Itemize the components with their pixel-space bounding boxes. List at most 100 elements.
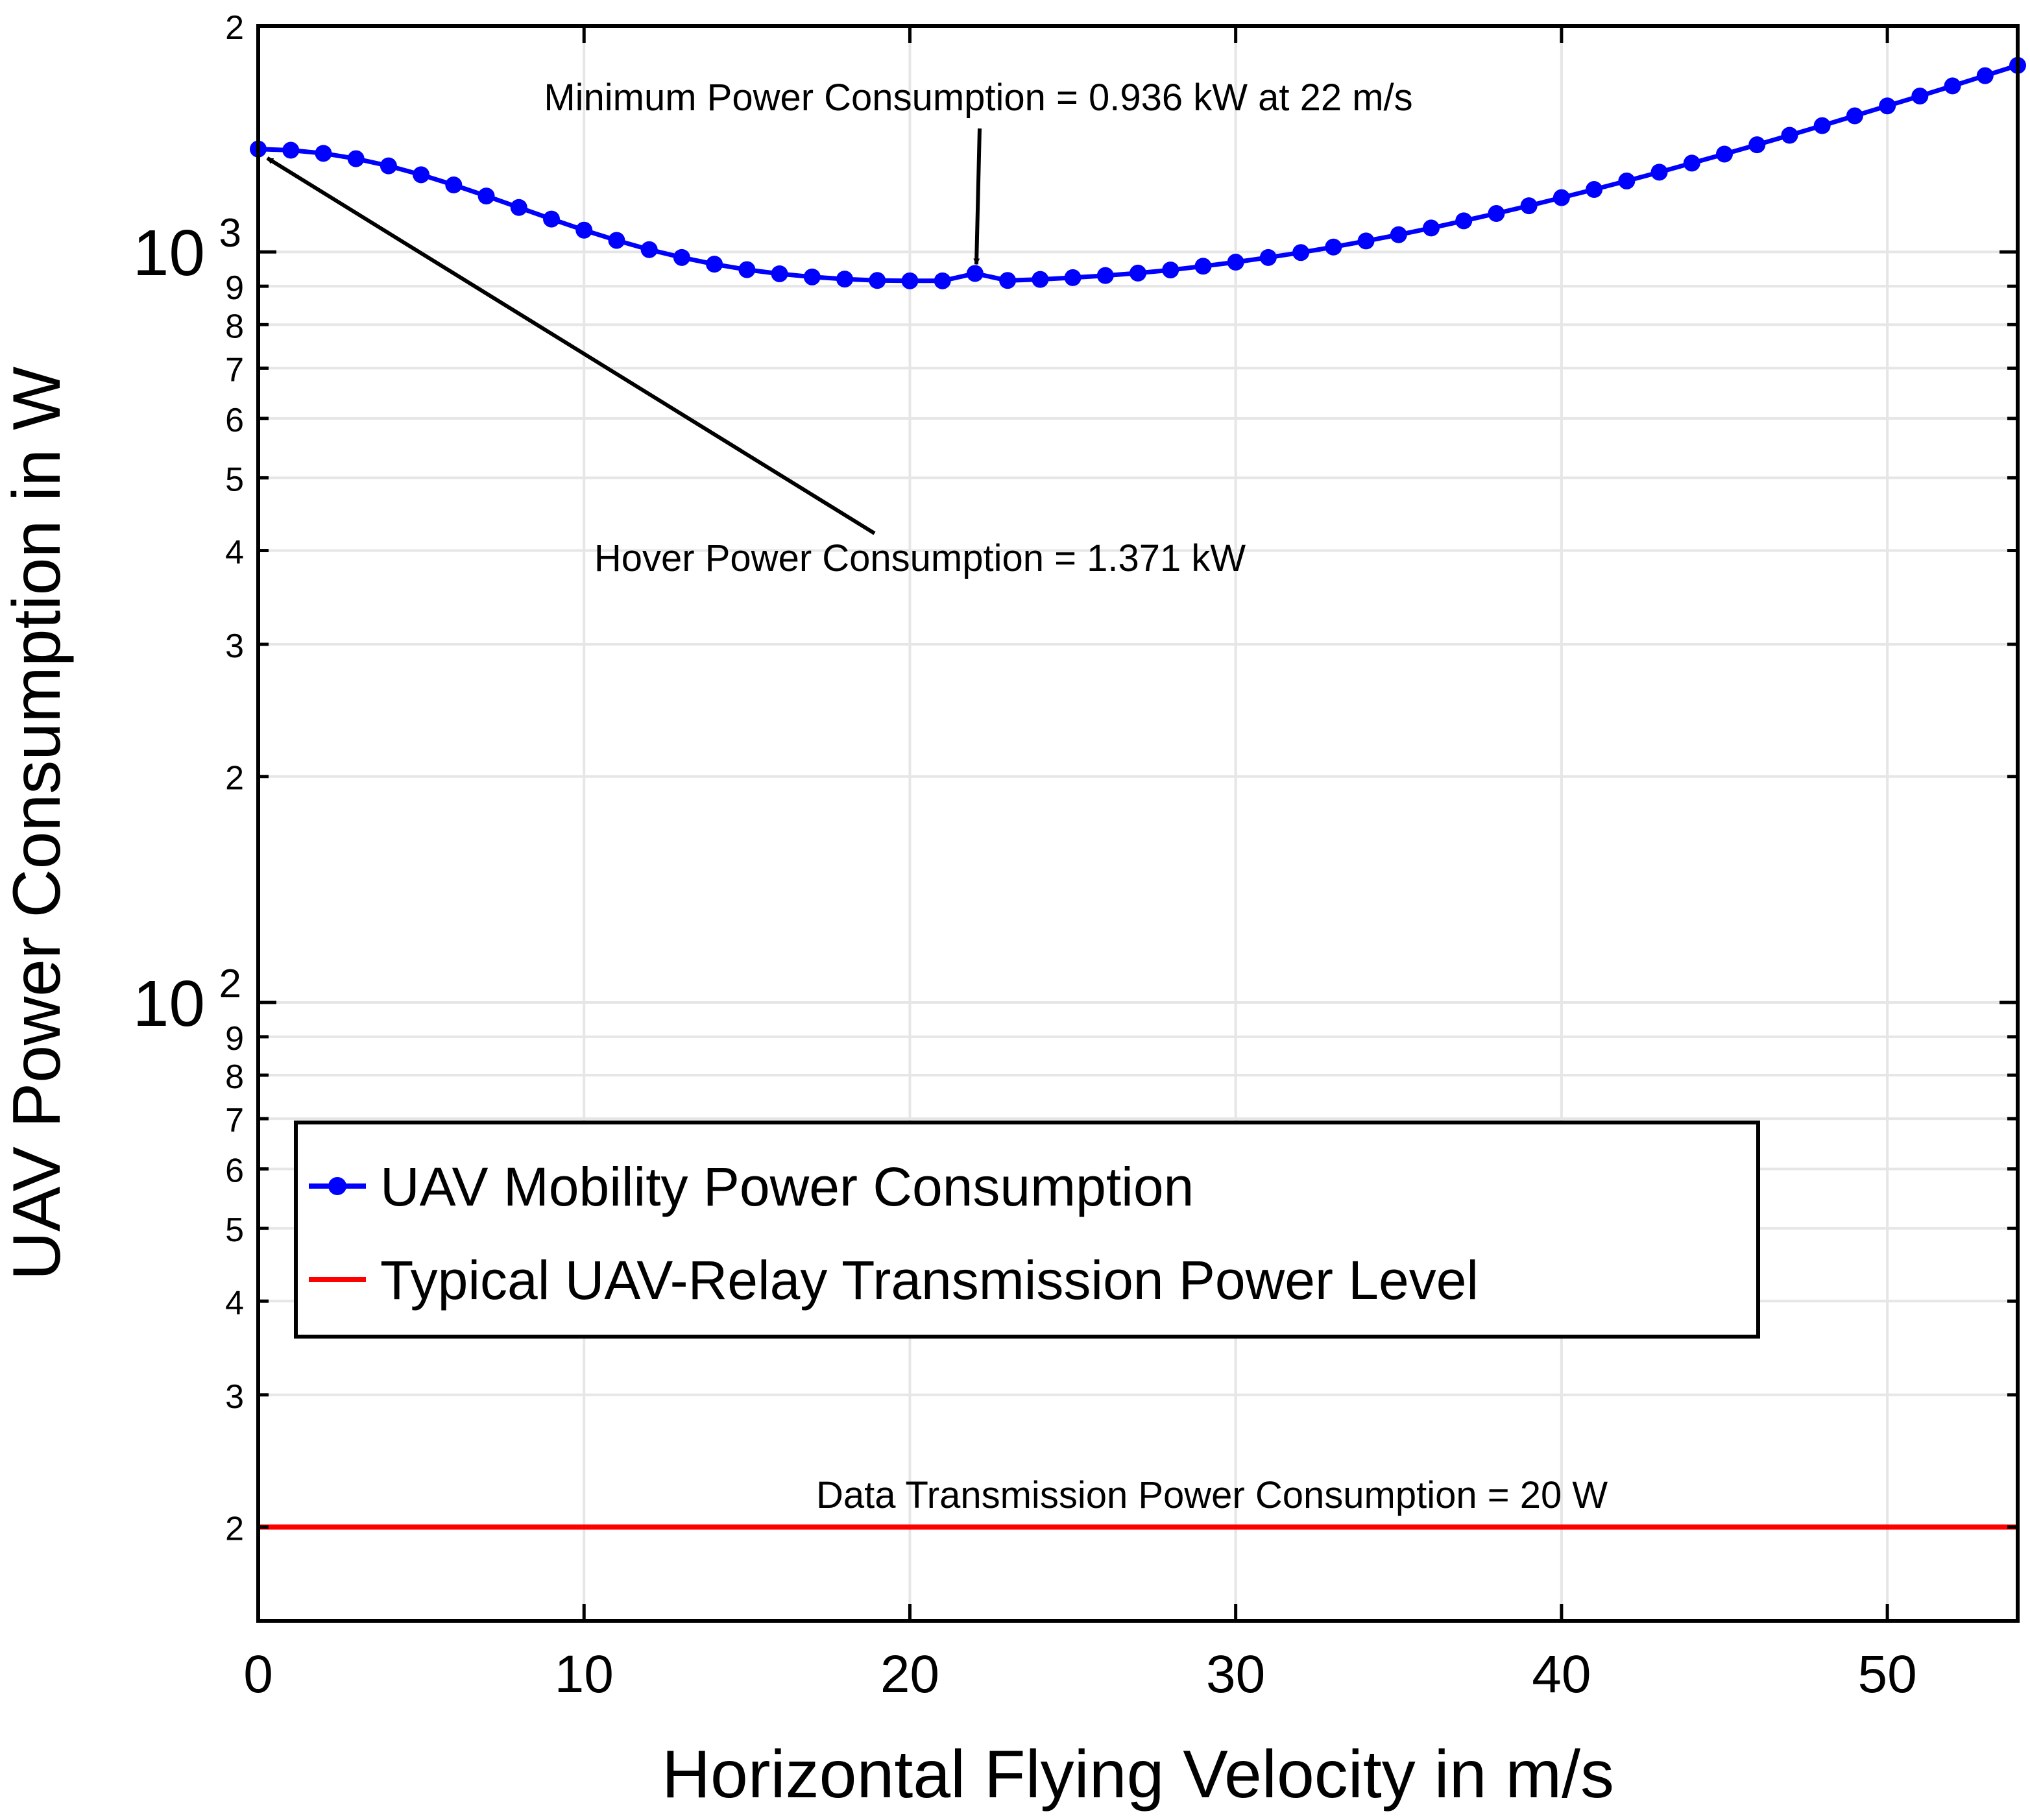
data-point: [1748, 136, 1766, 154]
y-minor-tick-label: 5: [225, 1211, 244, 1249]
data-point: [771, 265, 788, 282]
data-point: [1683, 154, 1700, 172]
legend-box: [294, 1121, 1760, 1339]
annotation-hover-power: Hover Power Consumption = 1.371 kW: [594, 537, 1246, 579]
annotation-arrow-minimum: [973, 128, 982, 265]
data-point: [1357, 232, 1375, 250]
y-minor-tick-label: 5: [225, 461, 244, 498]
legend-label-uav-mobility: UAV Mobility Power Consumption: [380, 1156, 1194, 1217]
data-point: [510, 199, 527, 216]
series-layer: [250, 56, 2026, 1530]
y-minor-tick-label: 4: [225, 1284, 244, 1322]
data-point: [1520, 197, 1538, 215]
data-point: [1032, 271, 1049, 288]
data-point: [445, 176, 463, 194]
data-point: [1650, 164, 1668, 181]
data-point: [673, 249, 690, 266]
y-minor-tick-label: 7: [225, 351, 244, 389]
data-point: [1390, 226, 1407, 243]
data-point: [413, 166, 430, 184]
data-point: [836, 271, 853, 288]
y-axis-label: UAV Power Consumption in W: [0, 367, 75, 1280]
data-point: [1194, 258, 1212, 275]
y-minor-tick-label: 6: [225, 1152, 244, 1190]
data-point: [1586, 181, 1603, 199]
data-point: [738, 261, 756, 278]
data-point: [1618, 172, 1636, 189]
data-point: [1911, 88, 1929, 105]
x-axis-label: Horizontal Flying Velocity in m/s: [662, 1737, 1614, 1812]
data-point: [803, 268, 821, 285]
legend: UAV Mobility Power Consumption Typical UA…: [294, 1121, 1760, 1339]
data-point: [282, 141, 300, 159]
y-minor-tick-label: 2: [225, 9, 244, 47]
y-minor-tick-label: 3: [225, 1378, 244, 1416]
y-major-tick-label: 10: [133, 967, 205, 1040]
data-point: [1227, 254, 1244, 271]
legend-marker-uav-mobility: [328, 1177, 346, 1195]
y-minor-tick-label: 4: [225, 534, 244, 572]
data-point: [1096, 267, 1114, 284]
data-point: [315, 145, 332, 162]
y-minor-tick-label: 3: [225, 627, 244, 665]
plot-frame: [256, 24, 2020, 1623]
y-minor-tick-label: 2: [225, 1510, 244, 1547]
x-tick-label: 30: [1206, 1645, 1265, 1704]
data-point: [543, 210, 560, 228]
annotation-minimum-power: Minimum Power Consumption = 0.936 kW at …: [544, 77, 1412, 119]
annotation-transmission-power: Data Transmission Power Consumption = 20…: [816, 1474, 1608, 1516]
data-point: [706, 256, 723, 273]
data-point: [347, 150, 365, 167]
data-point: [1716, 145, 1733, 163]
x-tick-label: 50: [1858, 1645, 1917, 1704]
annotation-arrow-hover: [266, 156, 876, 535]
data-point: [1846, 107, 1863, 125]
y-major-tick-exponent: 2: [219, 962, 241, 1006]
y-minor-tick-label: 9: [225, 1020, 244, 1058]
x-tick-label: 0: [243, 1645, 273, 1704]
data-point: [1292, 244, 1310, 261]
plot-background: [258, 26, 2018, 1621]
annotation-layer: Minimum Power Consumption = 0.936 kW at …: [266, 77, 1608, 1516]
y-minor-tick-label: 8: [225, 1058, 244, 1096]
y-minor-tick-label: 8: [225, 308, 244, 345]
data-point: [869, 272, 886, 289]
data-point: [1553, 189, 1570, 206]
data-point: [1162, 261, 1179, 279]
data-point: [1879, 97, 1896, 115]
data-point: [999, 272, 1017, 289]
x-tick-label: 40: [1532, 1645, 1591, 1704]
y-minor-tick-label: 7: [225, 1102, 244, 1139]
data-point: [380, 157, 397, 175]
data-point: [1064, 269, 1081, 286]
legend-label-transmission: Typical UAV-Relay Transmission Power Lev…: [380, 1250, 1479, 1311]
data-point: [575, 221, 593, 239]
data-point: [1259, 249, 1277, 266]
y-major-tick-base: 10: [133, 217, 205, 289]
data-point: [1944, 77, 1961, 95]
y-minor-tick-label: 2: [225, 760, 244, 797]
data-point: [1488, 205, 1505, 223]
y-major-tick-exponent: 3: [219, 211, 241, 256]
y-major-tick-label: 10: [133, 217, 205, 289]
data-point: [1325, 238, 1342, 256]
data-point: [901, 272, 919, 289]
x-tick-label: 10: [555, 1645, 614, 1704]
x-tick-label: 20: [880, 1645, 939, 1704]
data-point: [608, 232, 625, 249]
data-point: [1455, 212, 1473, 230]
data-point: [1976, 67, 1994, 84]
data-point: [1781, 127, 1798, 144]
data-point: [934, 272, 951, 289]
data-point: [1813, 117, 1831, 134]
y-minor-tick-label: 9: [225, 269, 244, 307]
data-point: [477, 188, 495, 205]
data-point: [1423, 219, 1440, 237]
data-point: [966, 265, 984, 282]
y-major-tick-base: 10: [133, 967, 205, 1040]
data-point: [640, 241, 658, 258]
y-minor-tick-label: 6: [225, 402, 244, 439]
data-point: [1130, 264, 1146, 282]
